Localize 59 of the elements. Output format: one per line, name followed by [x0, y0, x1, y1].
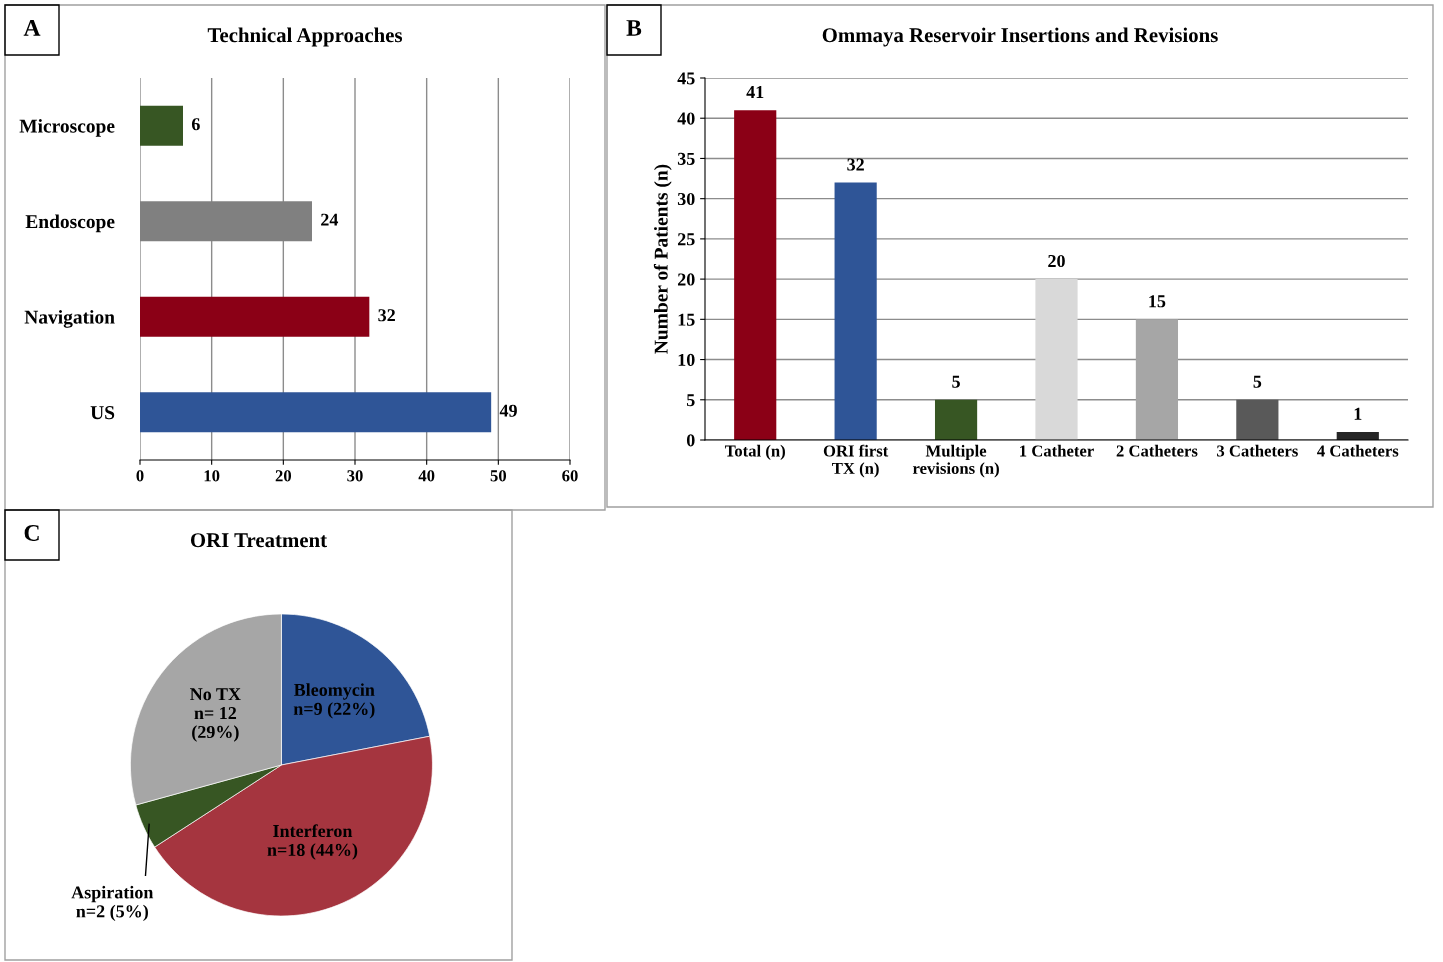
- y-tick-label: Microscope: [19, 119, 115, 137]
- data-label: 15: [1149, 295, 1166, 308]
- chart-title: Ommaya Reservoir Insertions and Revisions: [822, 27, 1218, 47]
- data-label: 1: [1354, 407, 1362, 420]
- x-tick-label: 1 Catheter: [1020, 444, 1094, 457]
- data-label: 24: [321, 213, 339, 226]
- y-tick-label: Navigation: [24, 310, 115, 328]
- x-tick-label: ORI first TX (n): [823, 444, 889, 478]
- data-label: 20: [1048, 254, 1065, 268]
- bar: [734, 110, 777, 440]
- x-tick-label: 10: [204, 470, 220, 482]
- bar: [1135, 319, 1179, 440]
- y-tick-label: 20: [677, 273, 695, 286]
- bar: [934, 399, 978, 440]
- text: B: [626, 20, 642, 36]
- y-tick-label: 0: [686, 434, 695, 447]
- bar: [140, 392, 492, 433]
- y-tick-label: 30: [677, 192, 695, 206]
- y-tick-label: 10: [678, 353, 695, 366]
- y-tick-label: 15: [678, 313, 695, 326]
- data-label: 6: [191, 118, 200, 131]
- slice-label: Aspiration n=2 (5%): [71, 885, 154, 922]
- bar: [1236, 399, 1279, 440]
- text: A: [23, 20, 41, 36]
- x-tick-label: 20: [275, 470, 292, 482]
- data-label: 32: [847, 158, 864, 171]
- chart-title: ORI Treatment: [190, 533, 327, 548]
- y-tick-label: 25: [677, 233, 695, 246]
- bar: [140, 105, 183, 146]
- y-tick-label: 35: [677, 152, 695, 165]
- x-tick-label: 2 Catheters: [1116, 444, 1198, 457]
- x-tick-label: 40: [418, 470, 435, 482]
- y-tick-label: 5: [686, 394, 695, 407]
- data-label: 5: [1253, 375, 1262, 388]
- y-axis-title: Number of Patients (n): [653, 164, 672, 354]
- data-label: 32: [378, 309, 395, 322]
- x-tick-label: 4 Catheters: [1317, 444, 1399, 457]
- bar: [140, 296, 370, 337]
- data-label: 49: [499, 404, 517, 417]
- x-tick-label: Multiple revisions (n): [912, 444, 999, 478]
- y-tick-label: 40: [677, 112, 695, 125]
- slice-label: No TX n= 12 (29%): [190, 688, 241, 742]
- y-tick-label: US: [90, 406, 115, 420]
- x-tick-label: 30: [347, 470, 363, 482]
- x-tick-label: 50: [490, 470, 507, 482]
- chart-title: Technical Approaches: [207, 27, 403, 47]
- bar: [834, 182, 877, 440]
- x-tick-label: 0: [136, 470, 144, 482]
- y-tick-label: 45: [677, 72, 695, 85]
- x-tick-label: 3 Catheters: [1217, 444, 1298, 457]
- slice-label: Interferon n=18 (44%): [267, 824, 358, 860]
- bar: [1035, 279, 1078, 440]
- data-label: 5: [952, 375, 960, 388]
- slice-label: Bleomycin n=9 (22%): [293, 683, 375, 719]
- text: C: [24, 525, 39, 541]
- x-tick-label: 60: [562, 470, 578, 482]
- y-tick-label: Endoscope: [25, 214, 115, 233]
- data-label: 41: [746, 86, 764, 98]
- x-tick-label: Total (n): [724, 444, 785, 460]
